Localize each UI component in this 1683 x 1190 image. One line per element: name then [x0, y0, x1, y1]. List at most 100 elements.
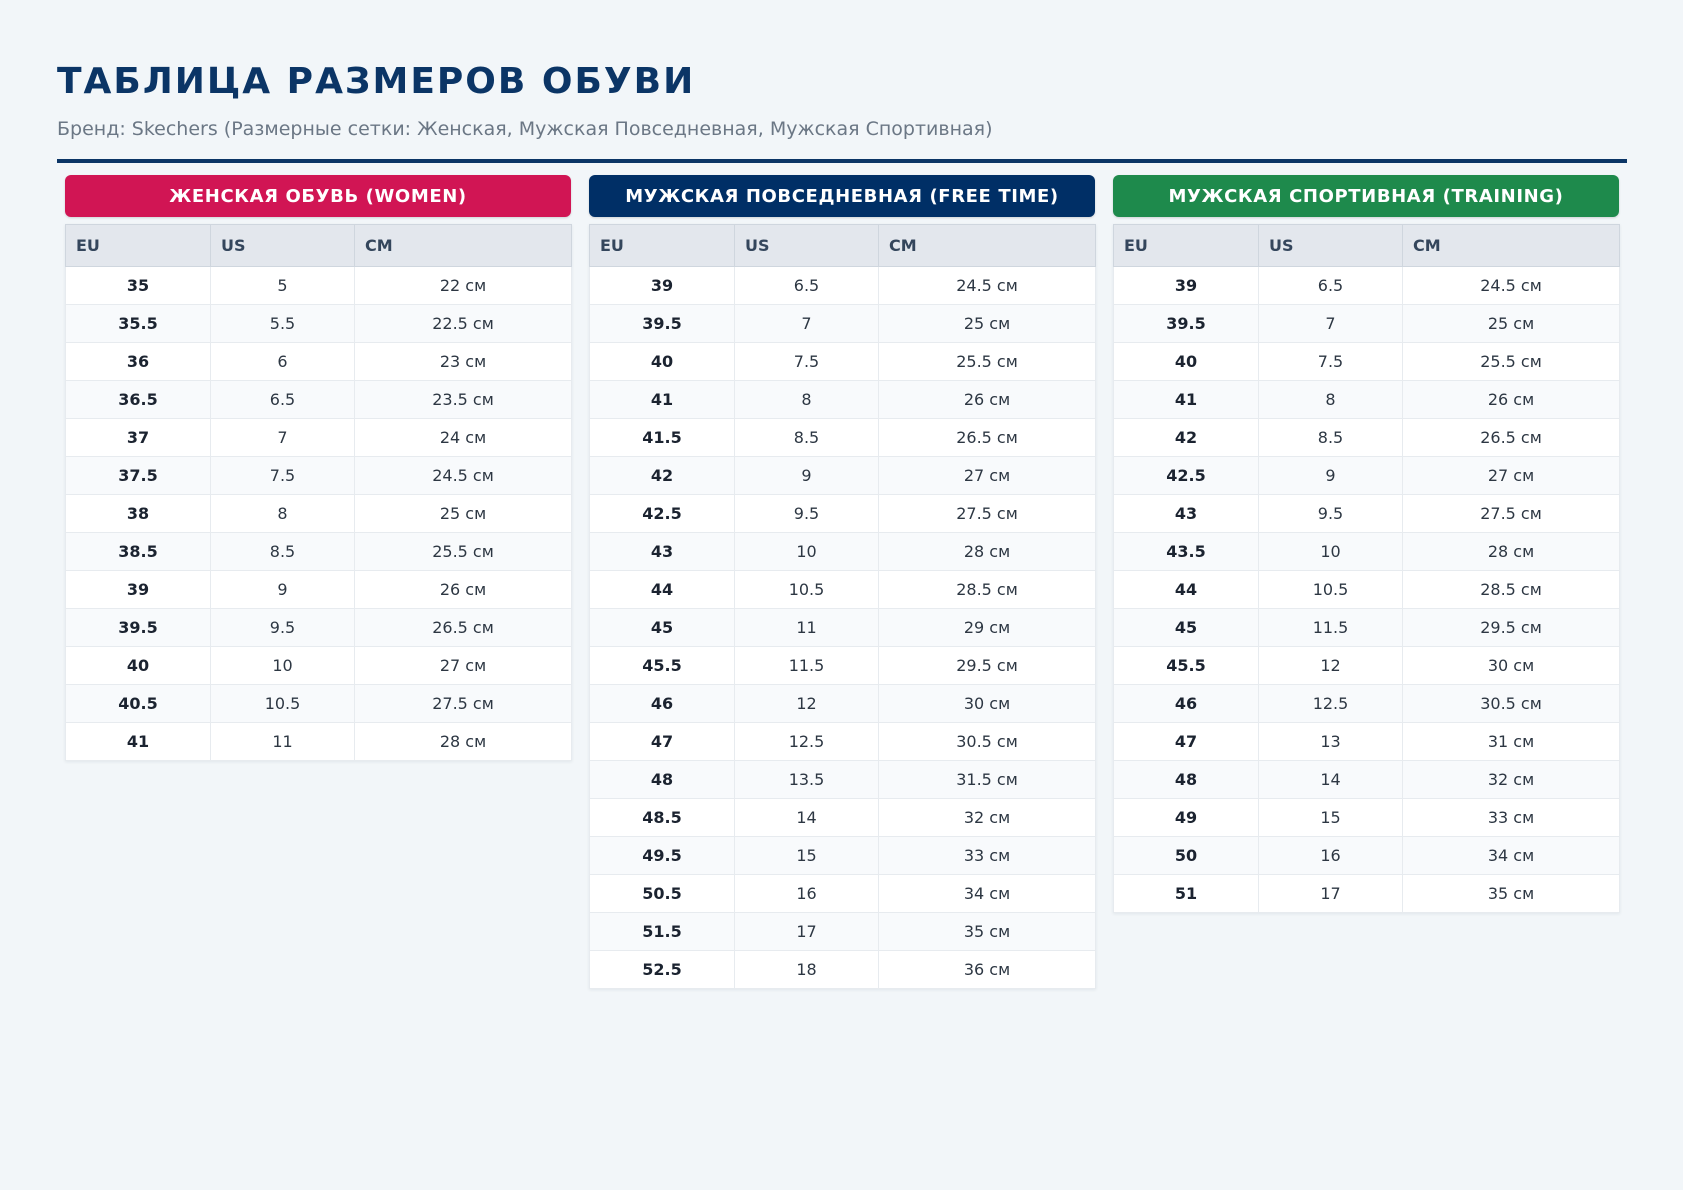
- size-eu-cell: 52.5: [589, 950, 735, 989]
- size-us-cell: 12: [734, 684, 879, 723]
- table-row: 39.5 7 25 см: [1113, 304, 1620, 343]
- size-cm-cell: 25 см: [1402, 304, 1620, 343]
- table-row: 41 11 28 см: [65, 722, 572, 761]
- size-us-cell: 15: [1258, 798, 1403, 837]
- table-row: 36 6 23 см: [65, 342, 572, 381]
- size-us-cell: 17: [734, 912, 879, 951]
- size-cm-cell: 28 см: [878, 532, 1096, 571]
- size-eu-cell: 41: [65, 722, 211, 761]
- size-cm-cell: 36 см: [878, 950, 1096, 989]
- size-cm-cell: 27.5 см: [1402, 494, 1620, 533]
- table-row: 40 7.5 25.5 см: [589, 342, 1096, 381]
- size-cm-cell: 25 см: [878, 304, 1096, 343]
- table-row: 35 5 22 см: [65, 266, 572, 305]
- size-us-cell: 8.5: [210, 532, 355, 571]
- size-table: EU US CM 35 5 22 см 35.5 5.5 22.5 см 36 6 23 см 36.5…: [65, 224, 572, 761]
- size-cm-cell: 26 см: [354, 570, 572, 609]
- size-us-cell: 14: [734, 798, 879, 837]
- column-header-us: US: [734, 224, 879, 267]
- table-row: 50.5 16 34 см: [589, 874, 1096, 913]
- table-row: 35.5 5.5 22.5 см: [65, 304, 572, 343]
- table-row: 44 10.5 28.5 см: [589, 570, 1096, 609]
- page-title: ТАБЛИЦА РАЗМЕРОВ ОБУВИ: [57, 61, 696, 102]
- size-cm-cell: 34 см: [1402, 836, 1620, 875]
- size-us-cell: 8.5: [734, 418, 879, 457]
- column-header-us: US: [1258, 224, 1403, 267]
- size-us-cell: 11: [734, 608, 879, 647]
- size-eu-cell: 43: [1113, 494, 1259, 533]
- size-eu-cell: 41: [1113, 380, 1259, 419]
- size-cm-cell: 28.5 см: [878, 570, 1096, 609]
- column-header-eu: EU: [1113, 224, 1259, 267]
- table-row: 41 8 26 см: [589, 380, 1096, 419]
- size-eu-cell: 39.5: [65, 608, 211, 647]
- table-row: 49 15 33 см: [1113, 798, 1620, 837]
- table-row: 40 10 27 см: [65, 646, 572, 685]
- size-cm-cell: 26.5 см: [878, 418, 1096, 457]
- page-subtitle: Бренд: Skechers (Размерные сетки: Женска…: [57, 118, 993, 140]
- size-eu-cell: 40: [65, 646, 211, 685]
- size-eu-cell: 44: [589, 570, 735, 609]
- column-header-cm: CM: [354, 224, 572, 267]
- size-cm-cell: 27.5 см: [878, 494, 1096, 533]
- table-header-row: EU US CM: [65, 224, 572, 267]
- size-us-cell: 11.5: [1258, 608, 1403, 647]
- size-us-cell: 12.5: [1258, 684, 1403, 723]
- size-us-cell: 10.5: [1258, 570, 1403, 609]
- size-eu-cell: 39: [65, 570, 211, 609]
- size-us-cell: 5: [210, 266, 355, 305]
- size-us-cell: 7.5: [210, 456, 355, 495]
- size-cm-cell: 28 см: [354, 722, 572, 761]
- size-us-cell: 10: [734, 532, 879, 571]
- size-eu-cell: 36.5: [65, 380, 211, 419]
- size-us-cell: 9.5: [734, 494, 879, 533]
- size-cm-cell: 31.5 см: [878, 760, 1096, 799]
- size-eu-cell: 39: [589, 266, 735, 305]
- table-row: 45.5 12 30 см: [1113, 646, 1620, 685]
- table-row: 39.5 9.5 26.5 см: [65, 608, 572, 647]
- size-tables: ЖЕНСКАЯ ОБУВЬ (WOMEN) EU US CM 35 5 22 см 35.5 5…: [65, 175, 1620, 989]
- size-us-cell: 6.5: [734, 266, 879, 305]
- size-us-cell: 16: [1258, 836, 1403, 875]
- size-eu-cell: 46: [1113, 684, 1259, 723]
- size-cm-cell: 26.5 см: [1402, 418, 1620, 457]
- table-row: 46 12.5 30.5 см: [1113, 684, 1620, 723]
- size-us-cell: 15: [734, 836, 879, 875]
- table-row: 48 13.5 31.5 см: [589, 760, 1096, 799]
- size-us-cell: 6: [210, 342, 355, 381]
- size-us-cell: 7.5: [1258, 342, 1403, 381]
- size-cm-cell: 26 см: [1402, 380, 1620, 419]
- size-us-cell: 10.5: [210, 684, 355, 723]
- size-cm-cell: 24.5 см: [878, 266, 1096, 305]
- table-row: 45.5 11.5 29.5 см: [589, 646, 1096, 685]
- column-header-cm: CM: [878, 224, 1096, 267]
- table-row: 38.5 8.5 25.5 см: [65, 532, 572, 571]
- size-eu-cell: 45: [1113, 608, 1259, 647]
- size-us-cell: 9: [210, 570, 355, 609]
- size-eu-cell: 38: [65, 494, 211, 533]
- table-row: 45 11 29 см: [589, 608, 1096, 647]
- table-row: 39.5 7 25 см: [589, 304, 1096, 343]
- column-header-cm: CM: [1402, 224, 1620, 267]
- size-us-cell: 13.5: [734, 760, 879, 799]
- header-divider: [57, 159, 1627, 163]
- size-block-men-sport: МУЖСКАЯ СПОРТИВНАЯ (TRAINING) EU US CM 39 6.5…: [1113, 175, 1620, 989]
- table-header-row: EU US CM: [589, 224, 1096, 267]
- size-us-cell: 10.5: [734, 570, 879, 609]
- size-eu-cell: 51: [1113, 874, 1259, 913]
- size-eu-cell: 39.5: [1113, 304, 1259, 343]
- size-cm-cell: 24.5 см: [1402, 266, 1620, 305]
- size-us-cell: 10: [210, 646, 355, 685]
- size-us-cell: 9: [734, 456, 879, 495]
- size-cm-cell: 26.5 см: [354, 608, 572, 647]
- size-us-cell: 9.5: [210, 608, 355, 647]
- size-us-cell: 7: [1258, 304, 1403, 343]
- table-row: 37.5 7.5 24.5 см: [65, 456, 572, 495]
- size-eu-cell: 39.5: [589, 304, 735, 343]
- table-row: 42.5 9.5 27.5 см: [589, 494, 1096, 533]
- size-eu-cell: 40.5: [65, 684, 211, 723]
- table-row: 51.5 17 35 см: [589, 912, 1096, 951]
- table-row: 42 8.5 26.5 см: [1113, 418, 1620, 457]
- table-row: 44 10.5 28.5 см: [1113, 570, 1620, 609]
- size-us-cell: 18: [734, 950, 879, 989]
